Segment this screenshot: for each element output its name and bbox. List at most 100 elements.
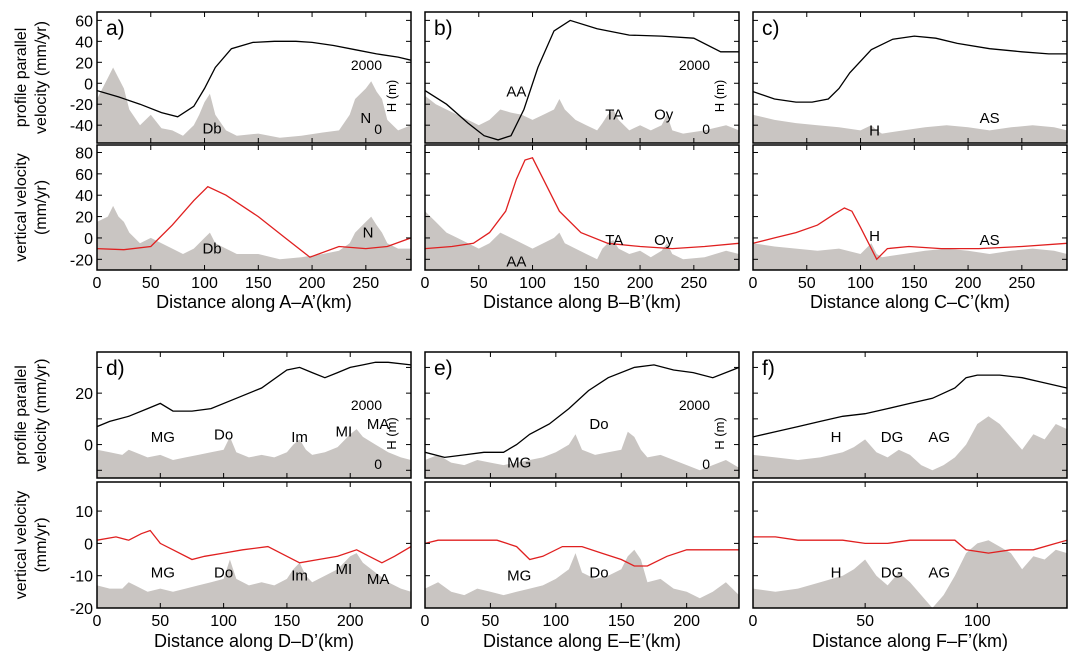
plot-frame bbox=[752, 351, 1068, 479]
location-label: MG bbox=[507, 568, 531, 585]
terrain-profile bbox=[97, 553, 411, 608]
x-axis-label: Distance along F–F’(km) bbox=[812, 631, 1008, 651]
y-tick-label: 20 bbox=[75, 210, 93, 227]
plot-frame bbox=[424, 351, 740, 479]
y-tick-label: 0 bbox=[84, 438, 93, 455]
y-tick-label: 0 bbox=[84, 231, 93, 248]
elevation-tick-label: 0 bbox=[702, 456, 710, 472]
terrain-profile bbox=[97, 67, 411, 143]
y-tick-label: 60 bbox=[75, 13, 93, 30]
y-tick-label: 20 bbox=[75, 386, 93, 403]
location-label: Im bbox=[291, 429, 308, 446]
location-label: Do bbox=[214, 564, 233, 581]
location-label: H bbox=[869, 122, 880, 139]
velocity-line bbox=[425, 539, 739, 567]
location-label: DG bbox=[881, 429, 904, 446]
y-tick-label: -20 bbox=[70, 601, 93, 618]
x-tick-label: 100 bbox=[210, 613, 237, 630]
terrain-profile bbox=[97, 429, 411, 478]
velocity-line bbox=[753, 35, 1067, 103]
x-axis-label: Distance along A–A’(km) bbox=[156, 292, 352, 312]
x-tick-label: 200 bbox=[627, 275, 654, 292]
location-label: N bbox=[360, 110, 371, 127]
x-axis-label: Distance along B–B’(km) bbox=[483, 292, 681, 312]
plot-frame bbox=[752, 481, 1068, 609]
location-label: Db bbox=[202, 241, 221, 258]
y-tick-label: -20 bbox=[70, 252, 93, 269]
plot-frame bbox=[96, 11, 412, 144]
velocity-line bbox=[753, 374, 1067, 438]
location-label: MG bbox=[507, 455, 531, 472]
y-tick-label: 40 bbox=[75, 188, 93, 205]
velocity-line bbox=[97, 40, 411, 118]
location-label: TA bbox=[605, 107, 623, 124]
location-label: DG bbox=[881, 564, 904, 581]
x-tick-label: 50 bbox=[470, 275, 488, 292]
elevation-tick-label: 2000 bbox=[351, 397, 382, 413]
panel-letter: f) bbox=[762, 357, 775, 380]
plot-area bbox=[753, 374, 1067, 478]
x-axis-label: Distance along E–E’(km) bbox=[483, 631, 681, 651]
plot-area bbox=[753, 536, 1067, 608]
x-tick-label: 200 bbox=[337, 613, 364, 630]
terrain-profile bbox=[425, 211, 739, 270]
x-tick-label: 100 bbox=[519, 275, 546, 292]
plot-frame bbox=[424, 11, 740, 144]
y-tick-label: 0 bbox=[84, 76, 93, 93]
y-tick-label: -10 bbox=[70, 569, 93, 586]
y-tick-label: 0 bbox=[84, 536, 93, 553]
location-label: Do bbox=[589, 564, 608, 581]
terrain-profile bbox=[97, 205, 411, 270]
x-tick-label: 250 bbox=[1008, 275, 1035, 292]
location-label: AS bbox=[980, 110, 1000, 127]
plot-frame bbox=[424, 144, 740, 271]
plot-frame bbox=[424, 481, 740, 609]
x-tick-label: 50 bbox=[482, 613, 500, 630]
velocity-line bbox=[753, 207, 1067, 261]
location-label: TA bbox=[605, 232, 623, 249]
y-tick-label: -20 bbox=[70, 97, 93, 114]
location-label: Do bbox=[589, 416, 608, 433]
velocity-line bbox=[425, 19, 739, 141]
plot-area bbox=[97, 529, 411, 608]
location-label: H bbox=[831, 429, 842, 446]
plot-frame bbox=[752, 11, 1068, 144]
y-axis-label: (mm/yr) bbox=[33, 180, 50, 235]
y-axis-label: velocity (mm/yr) bbox=[33, 21, 50, 134]
location-label: Im bbox=[291, 568, 308, 585]
panel-letter: b) bbox=[434, 17, 453, 40]
elevation-tick-label: 0 bbox=[702, 121, 710, 137]
panel-letter: a) bbox=[106, 17, 125, 40]
plot-frame bbox=[752, 144, 1068, 271]
x-tick-label: 0 bbox=[749, 613, 758, 630]
plot-frame bbox=[96, 351, 412, 479]
plot-area bbox=[425, 539, 739, 608]
location-label: MA bbox=[367, 416, 390, 433]
velocity-line bbox=[97, 529, 411, 564]
y-tick-label: -40 bbox=[70, 118, 93, 135]
y-tick-label: 20 bbox=[75, 55, 93, 72]
x-tick-label: 150 bbox=[608, 613, 635, 630]
x-tick-label: 50 bbox=[142, 275, 160, 292]
y-axis-label: profile parallel bbox=[13, 28, 30, 128]
elevation-tick-label: 2000 bbox=[679, 57, 710, 73]
x-tick-label: 250 bbox=[352, 275, 379, 292]
plot-area bbox=[97, 361, 411, 478]
x-axis-label: Distance along D–D’(km) bbox=[154, 631, 354, 651]
terrain-profile bbox=[425, 549, 739, 608]
x-axis-label: Distance along C–C’(km) bbox=[810, 292, 1010, 312]
location-label: AG bbox=[928, 564, 950, 581]
terrain-profile bbox=[753, 540, 1067, 608]
y-axis-label: (mm/yr) bbox=[33, 517, 50, 572]
x-tick-label: 250 bbox=[680, 275, 707, 292]
panel-letter: e) bbox=[434, 357, 453, 380]
x-tick-label: 100 bbox=[964, 613, 991, 630]
location-label: Db bbox=[202, 120, 221, 137]
x-tick-label: 150 bbox=[245, 275, 272, 292]
location-label: AA bbox=[506, 84, 526, 101]
x-tick-label: 0 bbox=[749, 275, 758, 292]
panel-letter: c) bbox=[762, 17, 780, 40]
